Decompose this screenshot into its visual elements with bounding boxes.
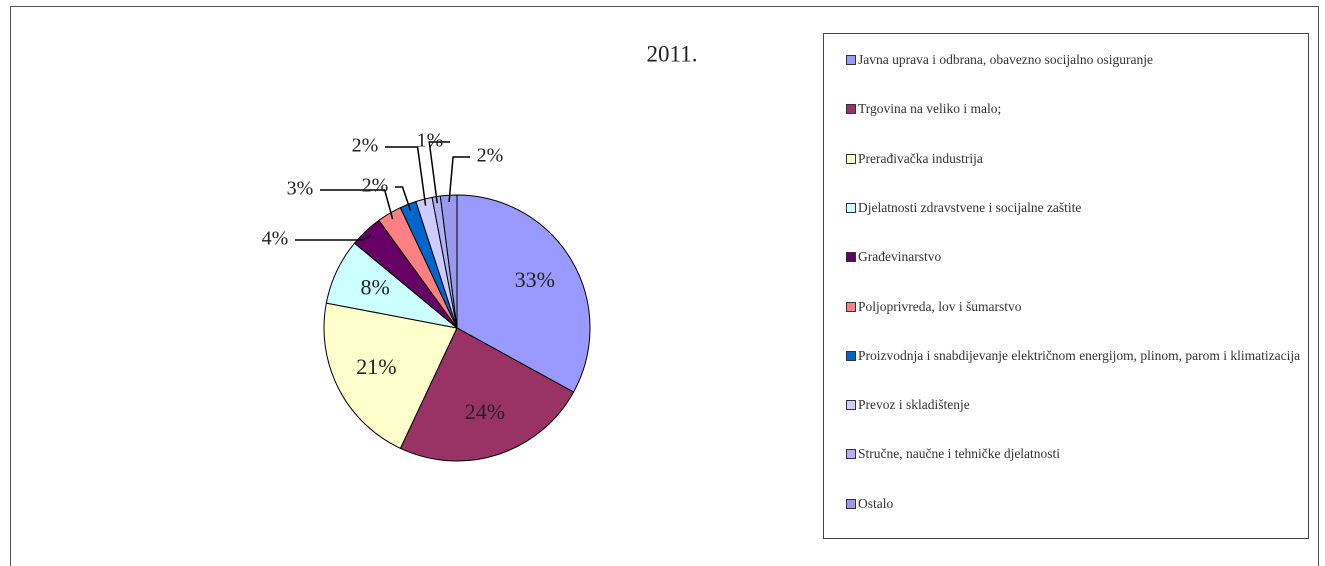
legend-label: Ostalo [858,495,894,511]
data-label: 4% [262,228,289,250]
legend-item: Poljoprivreda, lov i šumarstvo [846,295,1313,319]
data-label: 2% [352,135,379,157]
chart-title: 2011. [647,41,698,66]
leader-line [395,186,412,211]
legend-label: Trgovina na veliko i malo; [858,101,1002,117]
leader-line [295,235,371,241]
legend-swatch [846,350,856,361]
legend-item: Javna uprava i odbrana, obavezno socijal… [846,48,1313,72]
data-label: 24% [465,399,505,424]
leader-line [385,146,427,206]
legend-swatch [846,449,856,460]
data-label: 3% [287,178,314,200]
legend-item: Građevinarstvo [846,245,1313,269]
legend-label: Građevinarstvo [858,249,942,265]
legend-swatch [846,301,856,312]
legend-swatch [846,400,856,411]
legend-item: Djelatnosti zdravstvene i socijalne zašt… [846,196,1313,220]
pie-slice [323,302,458,450]
data-label: 33% [515,267,555,292]
data-label: 2% [362,175,389,197]
pie-slice [399,327,575,462]
pie-slice [456,194,591,393]
legend-swatch [846,55,856,65]
legend-label: Prevoz i skladištenje [858,397,970,413]
data-label: 2% [477,145,504,167]
legend-label: Djelatnosti zdravstvene i socijalne zašt… [858,199,1082,215]
legend-item: Stručne, naučne i tehničke djelatnosti [846,442,1313,466]
legend-item: Prerađivačka industrija [846,147,1313,171]
legend-label: Prerađivačka industrija [858,150,983,166]
data-label: 1% [417,130,444,152]
legend-swatch [846,153,856,164]
legend: Javna uprava i odbrana, obavezno socijal… [823,33,1309,539]
data-label: 21% [356,354,396,379]
legend-item: Proizvodnja i snabdijevanje električnom … [846,344,1313,368]
legend-label: Stručne, naučne i tehničke djelatnosti [858,446,1061,462]
legend-swatch [846,104,856,115]
leader-line [428,141,450,204]
legend-item: Trgovina na veliko i malo; [846,97,1313,121]
legend-label: Poljoprivreda, lov i šumarstvo [858,298,1022,314]
legend-swatch [846,498,856,509]
legend-label: Javna uprava i odbrana, obavezno socijal… [858,52,1154,67]
data-label: 8% [361,275,390,300]
legend-swatch [846,252,856,263]
leader-line [448,156,470,202]
legend-item: Ostalo [846,492,1313,516]
legend-item: Prevoz i skladištenje [846,393,1313,417]
pie-slice [439,194,458,329]
legend-label: Proizvodnja i snabdijevanje električnom … [858,347,1301,363]
legend-swatch [846,202,856,213]
chart-frame [10,6,1319,566]
leader-line [320,189,394,220]
